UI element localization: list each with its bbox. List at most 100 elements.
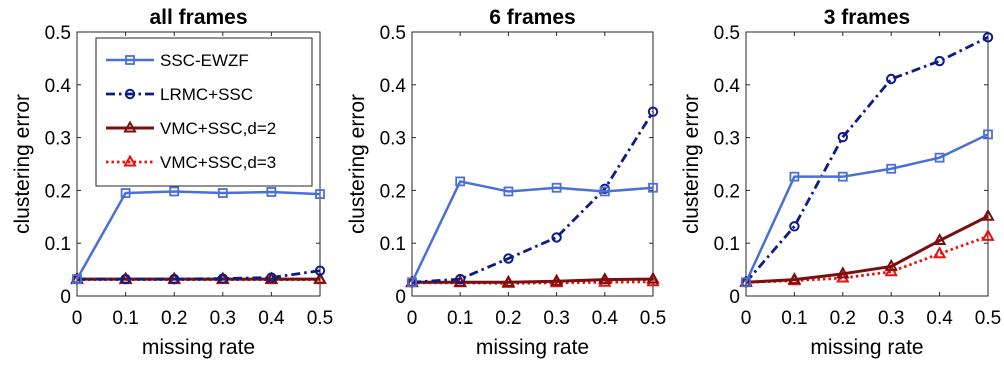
data-point (932, 246, 947, 259)
data-point (315, 189, 325, 199)
y-tick-label: 0.2 (380, 181, 406, 202)
data-point (787, 272, 802, 285)
data-point (169, 186, 180, 197)
data-point (120, 273, 131, 285)
x-tick-label: 0.1 (781, 308, 807, 329)
data-point (886, 163, 897, 174)
data-point (551, 232, 562, 243)
panel-3: 0 0.1 0.2 0.3 0.4 0.5 0 0.1 0.2 0.3 0.4 0.5 3 frames… (680, 6, 1001, 359)
data-point (120, 188, 131, 198)
data-point (455, 176, 466, 187)
legend-marker (125, 55, 135, 65)
series-line (75, 190, 321, 280)
legend-marker (123, 154, 137, 167)
x-tick-label: 0.5 (975, 308, 1001, 329)
data-point (169, 273, 180, 285)
y-axis-label: clustering error (680, 94, 703, 234)
panel-1: 0 0.1 0.2 0.3 0.4 0.5 0 0.1 0.2 0.3 0.4 0.5 all fram… (11, 6, 333, 359)
data-point (646, 271, 660, 284)
data-point (741, 277, 751, 288)
data-point (836, 266, 850, 279)
data-point (599, 186, 610, 197)
axes-box (76, 31, 321, 297)
chart-title: all frames (149, 6, 247, 29)
chart-title: 6 frames (489, 6, 575, 29)
series-LRMC+SSC (740, 32, 994, 288)
legend-label: VMC+SSC,d=3 (160, 153, 276, 172)
y-tick-label: 0 (60, 287, 71, 308)
y-tick-label: 0.3 (714, 129, 740, 150)
y-tick-label: 0.5 (45, 23, 71, 44)
y-tick-label: 0.3 (45, 129, 71, 150)
data-point (455, 273, 466, 285)
series-line (411, 110, 655, 284)
data-point (503, 186, 514, 197)
legend-label: SSC-EWZF (160, 51, 249, 70)
y-tick-label: 0.2 (714, 181, 740, 202)
data-point (647, 106, 659, 117)
chart-title: 3 frames (824, 6, 910, 29)
y-tick-label: 0.2 (45, 181, 71, 202)
y-tick-label: 0.1 (45, 234, 71, 255)
data-point (789, 221, 800, 232)
data-point (982, 32, 994, 43)
data-point (407, 277, 417, 288)
data-point (837, 171, 848, 182)
data-point (789, 171, 800, 182)
data-point (598, 272, 612, 285)
y-tick-label: 0.5 (714, 23, 740, 44)
data-point (549, 273, 564, 286)
x-axis-label: missing rate (142, 336, 255, 359)
data-point (934, 55, 945, 67)
x-tick-label: 0.2 (495, 308, 521, 329)
series-line (410, 180, 654, 283)
data-point (551, 182, 562, 193)
x-tick-label: 0 (72, 308, 83, 329)
data-point (981, 208, 995, 221)
data-point (313, 271, 327, 284)
y-tick-label: 0.3 (380, 129, 406, 150)
data-point (837, 131, 848, 143)
x-tick-label: 0.5 (640, 308, 666, 329)
x-tick-label: 0.2 (830, 308, 856, 329)
legend-marker (123, 120, 137, 133)
x-axis-label: missing rate (476, 336, 589, 359)
y-axis-label: clustering error (11, 94, 34, 234)
series-LRMC+SSC (406, 106, 659, 288)
data-point (72, 274, 82, 285)
series-SSC-EWZF (741, 129, 993, 288)
y-tick-label: 0.4 (714, 76, 741, 97)
data-point (884, 258, 898, 271)
data-point (453, 274, 467, 287)
data-point (266, 272, 277, 283)
y-tick-label: 0.5 (380, 23, 406, 44)
x-tick-label: 0.2 (161, 308, 187, 329)
legend-item: VMC+SSC,d=2 (106, 119, 276, 138)
legend-item: VMC+SSC,d=3 (106, 153, 276, 172)
panel-2: 0 0.1 0.2 0.3 0.4 0.5 0 0.1 0.2 0.3 0.4 0.5 6 frames… (346, 6, 666, 359)
x-tick-label: 0.3 (210, 308, 236, 329)
series-line (745, 214, 989, 284)
x-tick-label: 0.4 (926, 308, 953, 329)
y-tick-label: 0 (395, 287, 406, 308)
series-SSC-EWZF (72, 186, 325, 285)
legend-item: SSC-EWZF (106, 51, 249, 70)
data-point (503, 253, 514, 264)
y-tick-label: 0.4 (45, 76, 72, 97)
data-point (314, 265, 326, 276)
y-axis-label: clustering error (346, 94, 369, 234)
x-tick-label: 0.1 (112, 308, 138, 329)
legend-item: LRMC+SSC (106, 85, 253, 104)
x-tick-label: 0.5 (307, 308, 333, 329)
series-line (744, 36, 989, 284)
data-point (598, 274, 612, 287)
legend-label: LRMC+SSC (160, 85, 253, 104)
series-VMC+SSC,d=3 (739, 228, 995, 287)
data-point (886, 73, 897, 85)
data-point (217, 188, 228, 198)
data-point (217, 273, 229, 284)
data-point (501, 274, 516, 287)
series-line (77, 269, 321, 281)
legend-label: VMC+SSC,d=2 (160, 119, 276, 138)
